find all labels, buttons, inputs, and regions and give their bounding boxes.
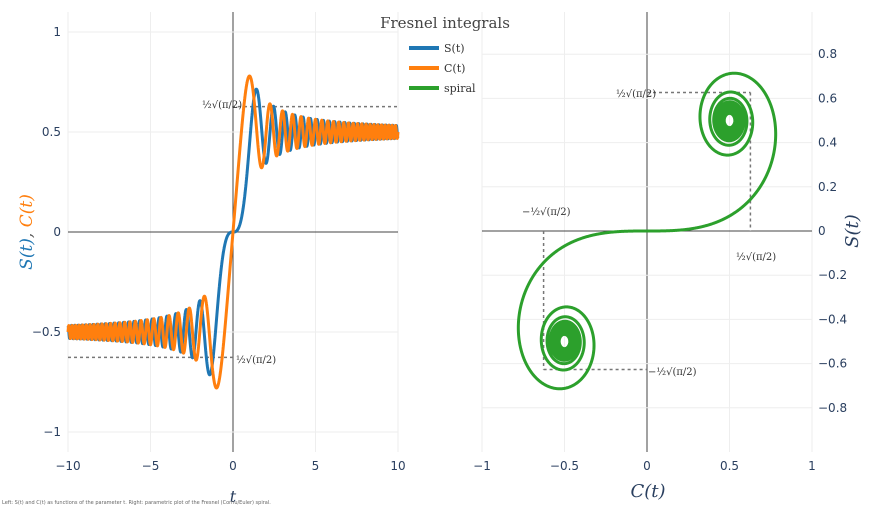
left-annotation-pos: ½√(π/2) [202,100,242,111]
legend-label-s: S(t) [444,42,465,55]
left-x-tick-label: −10 [55,459,80,473]
left-y-axis-title-comma: , [17,227,37,238]
left-y-tick-label: 0 [53,225,61,239]
left-tick-labels: −10 −5 0 5 10 −1 −0.5 0 0.5 1 [32,25,406,473]
annotation-right-upper-x: ½√(π/2) [736,252,776,263]
left-y-axis-title-c: C(t) [17,194,37,227]
left-x-axis-title: t [230,487,237,506]
legend-label-c: C(t) [444,62,465,75]
right-grid [481,12,813,452]
right-y-tick-label: 0 [818,224,826,238]
right-tick-labels: −1 −0.5 0 0.5 1 −0.8 −0.6 −0.4 −0.2 0 0.2 0.4 0.6 0.8 [473,47,847,473]
right-x-tick-label: 0.5 [720,459,739,473]
right-plot: −1 −0.5 0 0.5 1 −0.8 −0.6 −0.4 −0.2 0 0.2 0.4 0.6 0.8… [473,12,863,502]
legend-label-spiral: spiral [444,82,476,95]
left-annotation-neg: ½√(π/2) [236,355,276,366]
annotation-right-upper-level: ½√(π/2) [616,89,656,100]
right-y-tick-label: −0.6 [818,357,847,371]
right-y-axis-title: S(t) [842,214,863,248]
right-y-tick-label: 0.4 [818,136,837,150]
left-x-tick-label: 10 [390,459,405,473]
left-y-axis-title: S(t), C(t) [17,194,37,270]
caption: Left: S(t) and C(t) as functions of the … [2,500,271,506]
left-x-tick-label: 0 [229,459,237,473]
legend: S(t) C(t) spiral [409,42,476,95]
right-y-tick-label: 0.8 [818,47,837,61]
series-line-spiral [516,71,778,391]
right-y-tick-label: −0.4 [818,312,847,326]
series-line-c [66,74,400,390]
annotation-half-sqrt-pi-2-lower: ½√(π/2) [236,355,276,366]
right-x-tick-label: 0 [643,459,651,473]
left-x-tick-label: −5 [142,459,160,473]
right-y-tick-label: 0.6 [818,91,837,105]
right-x-axis-title: C(t) [630,481,665,502]
right-lines [516,71,778,391]
right-y-tick-label: −0.2 [818,268,847,282]
left-y-tick-label: 0.5 [42,125,61,139]
left-lines [66,74,400,390]
left-plot: −10 −5 0 5 10 −1 −0.5 0 0.5 1 ½√(π/2) ½√(π/2) t S… [17,12,406,506]
left-y-tick-label: 1 [53,25,61,39]
left-y-axis-title-s: S(t) [17,238,37,270]
right-x-tick-label: −1 [473,459,491,473]
annotation-half-sqrt-pi-2-upper: ½√(π/2) [202,100,242,111]
left-y-tick-label: −0.5 [32,325,61,339]
left-y-tick-label: −1 [43,425,61,439]
right-y-tick-label: −0.8 [818,401,847,415]
right-y-tick-label: 0.2 [818,180,837,194]
annotation-right-lower-x: −½√(π/2) [522,207,571,218]
annotation-right-lower-level: −½√(π/2) [648,367,697,378]
left-x-tick-label: 5 [312,459,320,473]
chart-title: Fresnel integrals [380,14,510,32]
right-x-tick-label: −0.5 [550,459,579,473]
right-x-tick-label: 1 [808,459,816,473]
